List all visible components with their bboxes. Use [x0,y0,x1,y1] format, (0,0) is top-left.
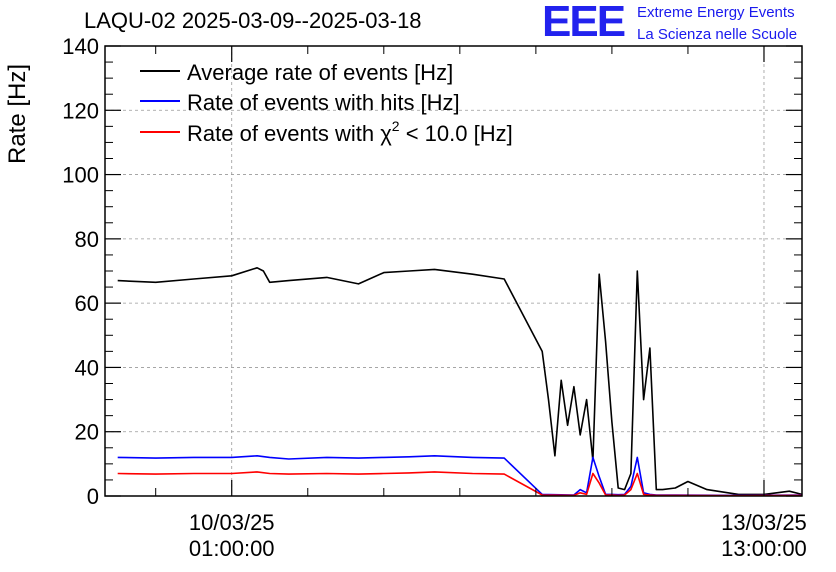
legend-label: Average rate of events [Hz] [187,60,453,85]
y-tick-label: 140 [62,34,99,59]
logo-line-2: La Scienza nelle Scuole [637,26,798,43]
series-average-rate [117,266,803,496]
x-tick-label-time: 13:00:00 [721,536,807,561]
series-rate-chi2 [117,471,803,497]
x-tick-label-time: 01:00:00 [189,536,275,561]
legend-label: Rate of events with hits [Hz] [187,90,460,115]
y-tick-label: 80 [75,227,99,252]
y-tick-label: 40 [75,355,99,380]
y-tick-label: 0 [87,484,99,509]
y-tick-label: 60 [75,291,99,316]
y-tick-label: 100 [62,163,99,188]
x-tick-label-date: 10/03/25 [189,510,275,535]
series-rate-with-hits [117,454,803,497]
eee-logo: EEE [542,0,626,46]
legend-label: Rate of events with χ2 < 10.0 [Hz] [187,118,513,146]
x-tick-label-date: 13/03/25 [721,510,807,535]
legend: Average rate of events [Hz] Rate of event… [140,60,513,146]
y-axis-label: Rate [Hz] [4,63,31,164]
chart-title: LAQU-02 2025-03-09--2025-03-18 [84,8,422,33]
series-lines [117,266,803,497]
logo-line-1: Extreme Energy Events [637,4,795,21]
grid [105,46,802,496]
y-tick-label: 120 [62,98,99,123]
y-tick-label: 20 [75,420,99,445]
